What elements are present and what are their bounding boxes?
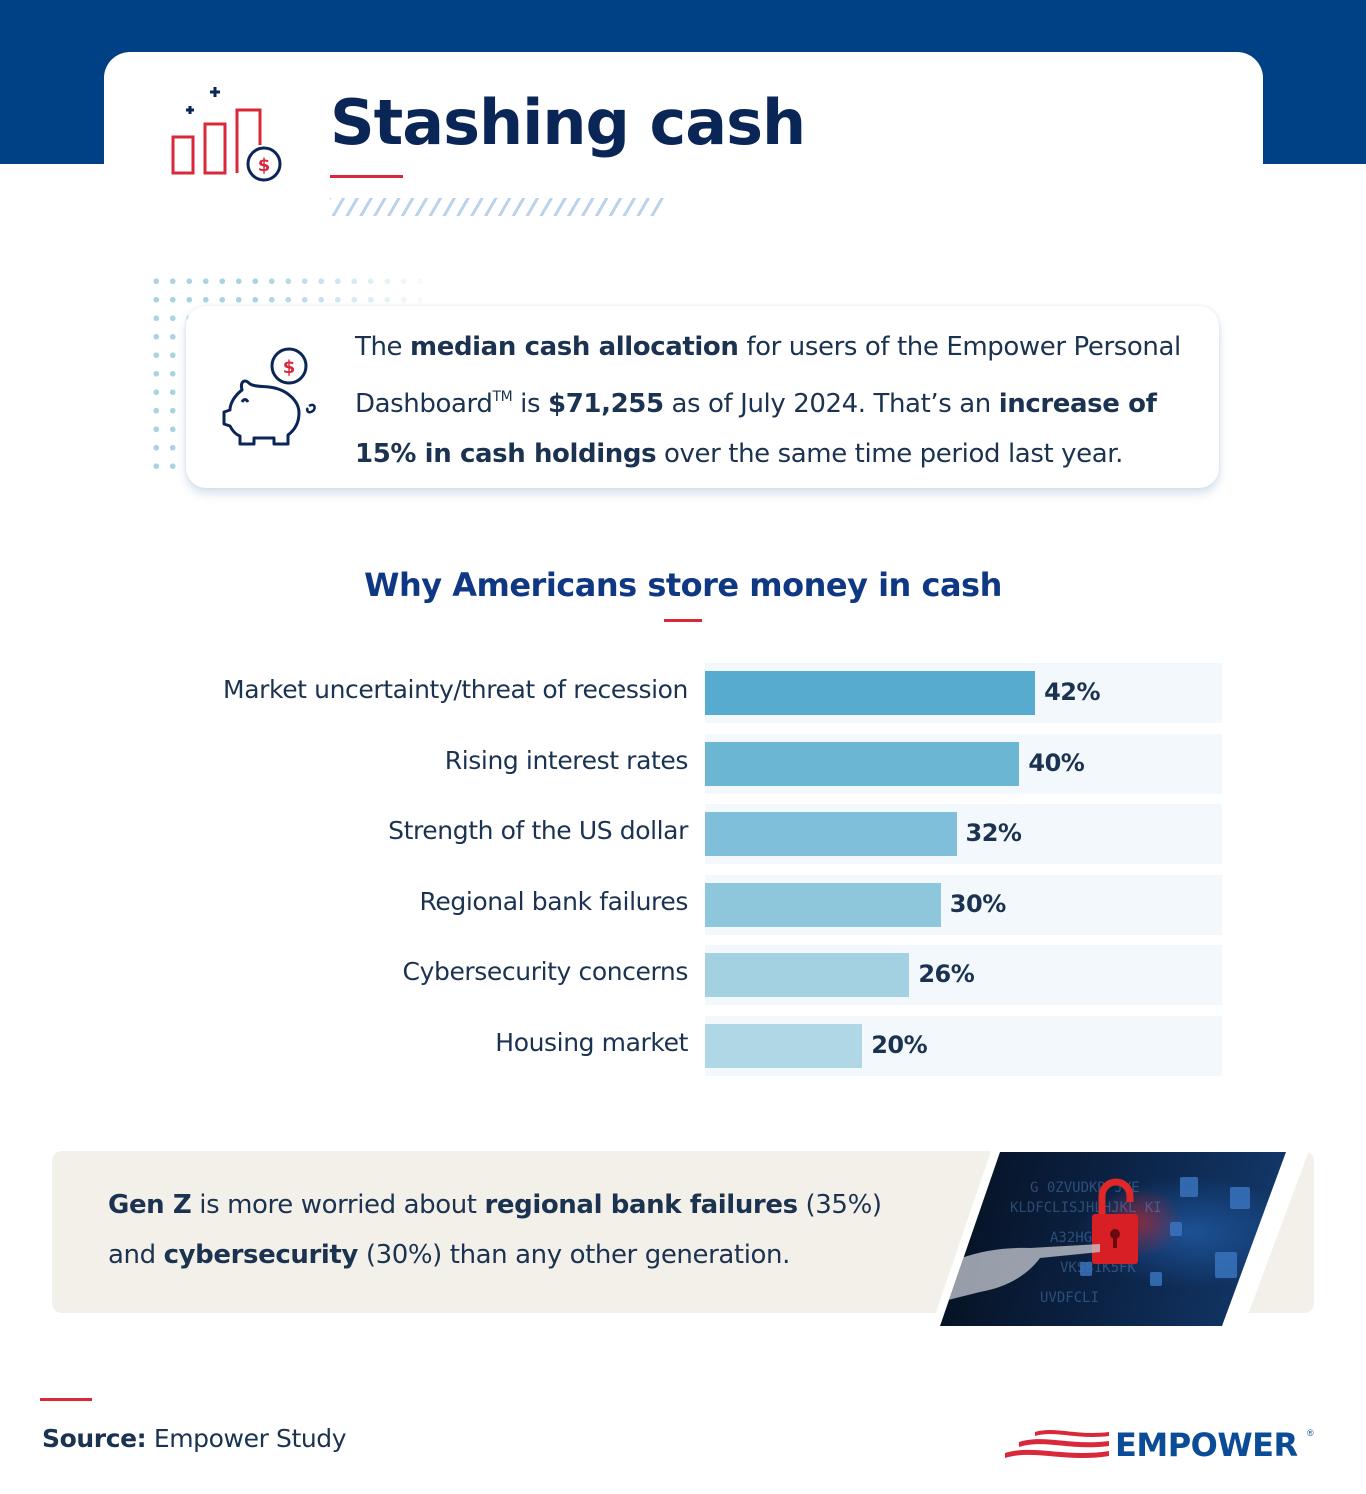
- trademark-mark: TM: [492, 389, 513, 405]
- bar-category-label: Regional bank failures: [419, 886, 689, 916]
- bar-row: Rising interest rates 40%: [0, 733, 1366, 794]
- bar-track: 26%: [705, 945, 1222, 1005]
- stat-text-segment: is: [512, 389, 549, 419]
- source-label: Source:: [42, 1424, 147, 1453]
- svg-text:$: $: [258, 155, 271, 176]
- header-card: [104, 52, 1263, 252]
- bar-track: 42%: [705, 663, 1222, 723]
- genz-text-segment: (35%) and: [108, 1190, 882, 1270]
- genz-bold: Gen Z: [108, 1190, 192, 1220]
- bar-value-label: 32%: [965, 819, 1022, 847]
- logo-wordmark: EMPOWER: [1115, 1426, 1298, 1464]
- stat-text-segment: as of July 2024. That’s an: [663, 389, 999, 419]
- stat-text-segment: The: [355, 332, 411, 362]
- bar-value-label: 30%: [949, 889, 1006, 918]
- median-amount: $71,255: [548, 389, 664, 419]
- bar-row: Housing market 20%: [0, 1015, 1366, 1076]
- bar-fill: [705, 671, 1036, 715]
- bar-track: 40%: [705, 733, 1222, 794]
- bar-value-label: 26%: [918, 960, 975, 988]
- genz-text-segment: is more worried about: [191, 1190, 485, 1220]
- registered-mark: ®: [1307, 1428, 1314, 1438]
- bar-category-label: Rising interest rates: [444, 745, 689, 775]
- title-underline: [330, 175, 403, 178]
- genz-callout-text: Gen Z is more worried about regional ban…: [108, 1180, 928, 1280]
- bar-row: Strength of the US dollar 32%: [0, 804, 1366, 864]
- bar-category-label: Market uncertainty/threat of recession: [223, 675, 688, 704]
- bar-category-label: Housing market: [495, 1027, 688, 1057]
- bar-fill: [705, 1023, 863, 1068]
- cybersecurity-unlocked-padlock-image: G 0ZVUDKR JVE KLDFCLISJHLHJKL KI A32HGGU…: [940, 1152, 1286, 1326]
- bar-value-label: 20%: [871, 1030, 928, 1059]
- source-value: Empower Study: [153, 1424, 347, 1453]
- stat-text-segment: for users of the Empower Personal Dashbo…: [355, 332, 1181, 419]
- bar-fill: [705, 953, 910, 997]
- dot-fade: [260, 268, 440, 308]
- chart-title-underline: [664, 619, 702, 622]
- bar-row: Market uncertainty/threat of recession 42…: [0, 663, 1366, 723]
- bar-track: 32%: [705, 804, 1222, 864]
- source-citation: Source: Empower Study: [42, 1424, 347, 1453]
- bar-track: 30%: [705, 874, 1222, 935]
- flag-stripes-icon: [1005, 1430, 1109, 1459]
- bar-category-label: Cybersecurity concerns: [402, 957, 689, 986]
- svg-text:KLDFCLISJHLHJKL KI: KLDFCLISJHLHJKL KI: [1010, 1200, 1162, 1216]
- empower-logo: EMPOWER ®: [1005, 1426, 1317, 1466]
- bar-fill: [705, 882, 941, 927]
- stat-text-bold: median cash allocation: [410, 332, 739, 362]
- page-title: Stashing cash: [330, 86, 806, 159]
- increase-figure: increase of 15% in cash holdings: [355, 389, 1157, 469]
- bar-row: Cybersecurity concerns 26%: [0, 945, 1366, 1005]
- bar-category-label: Strength of the US dollar: [388, 816, 688, 845]
- bar-chart-dollar-icon: $: [171, 87, 282, 182]
- genz-bold: cybersecurity: [163, 1240, 359, 1270]
- stat-card: [186, 306, 1219, 488]
- chart-title: Why Americans store money in cash: [364, 566, 1002, 604]
- padlock-icon: G 0ZVUDKR JVE KLDFCLISJHLHJKL KI A32HGGU…: [940, 1177, 1250, 1306]
- piggy-bank-icon: $: [222, 347, 316, 446]
- stat-text-segment: over the same time period last year.: [656, 439, 1124, 469]
- bar-value-label: 40%: [1028, 748, 1085, 777]
- median-cash-statement: The median cash allocation for users of …: [355, 322, 1205, 479]
- genz-text-segment: (30%) than any other generation.: [357, 1240, 791, 1270]
- decorative-hatch: [330, 198, 664, 216]
- bar-fill: [705, 812, 957, 856]
- bar-fill: [705, 741, 1020, 786]
- source-divider: [40, 1398, 92, 1401]
- svg-text:$: $: [283, 357, 296, 378]
- svg-text:UVDFCLI: UVDFCLI: [1040, 1290, 1099, 1306]
- bar-value-label: 42%: [1044, 678, 1101, 706]
- bar-track: 20%: [705, 1015, 1222, 1076]
- genz-bold: regional bank failures: [484, 1190, 798, 1220]
- bar-row: Regional bank failures 30%: [0, 874, 1366, 935]
